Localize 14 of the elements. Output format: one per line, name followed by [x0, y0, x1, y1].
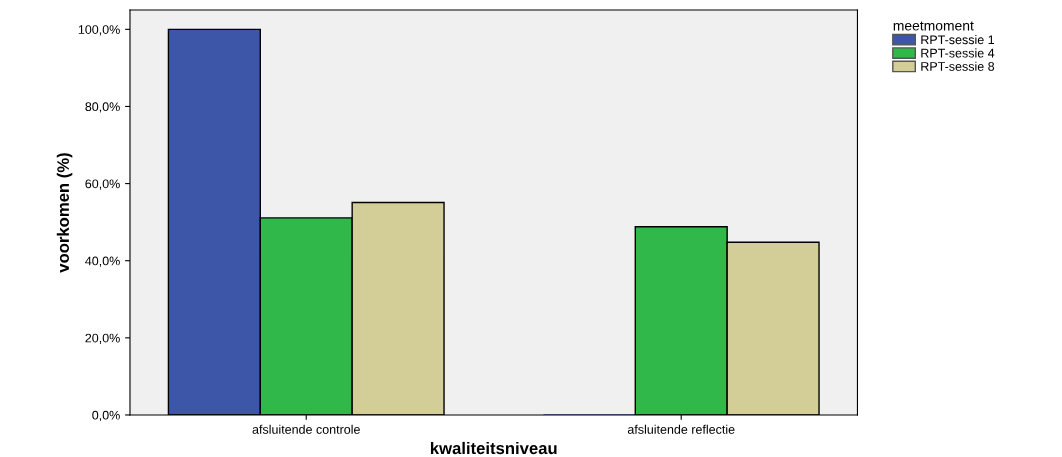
y-tick-label: 60,0% [85, 179, 120, 190]
legend-label: RPT-sessie 8 [921, 61, 995, 71]
legend-title: meetmoment [893, 21, 974, 31]
y-tick-label: 0,0% [92, 410, 120, 422]
x-tick-label: afsluitende controle [252, 424, 360, 434]
y-axis-title: voorkomen (%) [56, 153, 73, 273]
y-tick-label: 100,0% [78, 25, 120, 36]
x-axis-title: kwaliteitsniveau [430, 441, 557, 455]
y-tick-label: 40,0% [85, 256, 120, 267]
legend-label: RPT-sessie 4 [921, 48, 995, 58]
y-tick-label: 80,0% [85, 102, 120, 113]
x-tick-label: afsluitende reflectie [627, 424, 735, 434]
y-tick-label: 20,0% [85, 333, 120, 344]
legend-label: RPT-sessie 1 [921, 34, 995, 45]
